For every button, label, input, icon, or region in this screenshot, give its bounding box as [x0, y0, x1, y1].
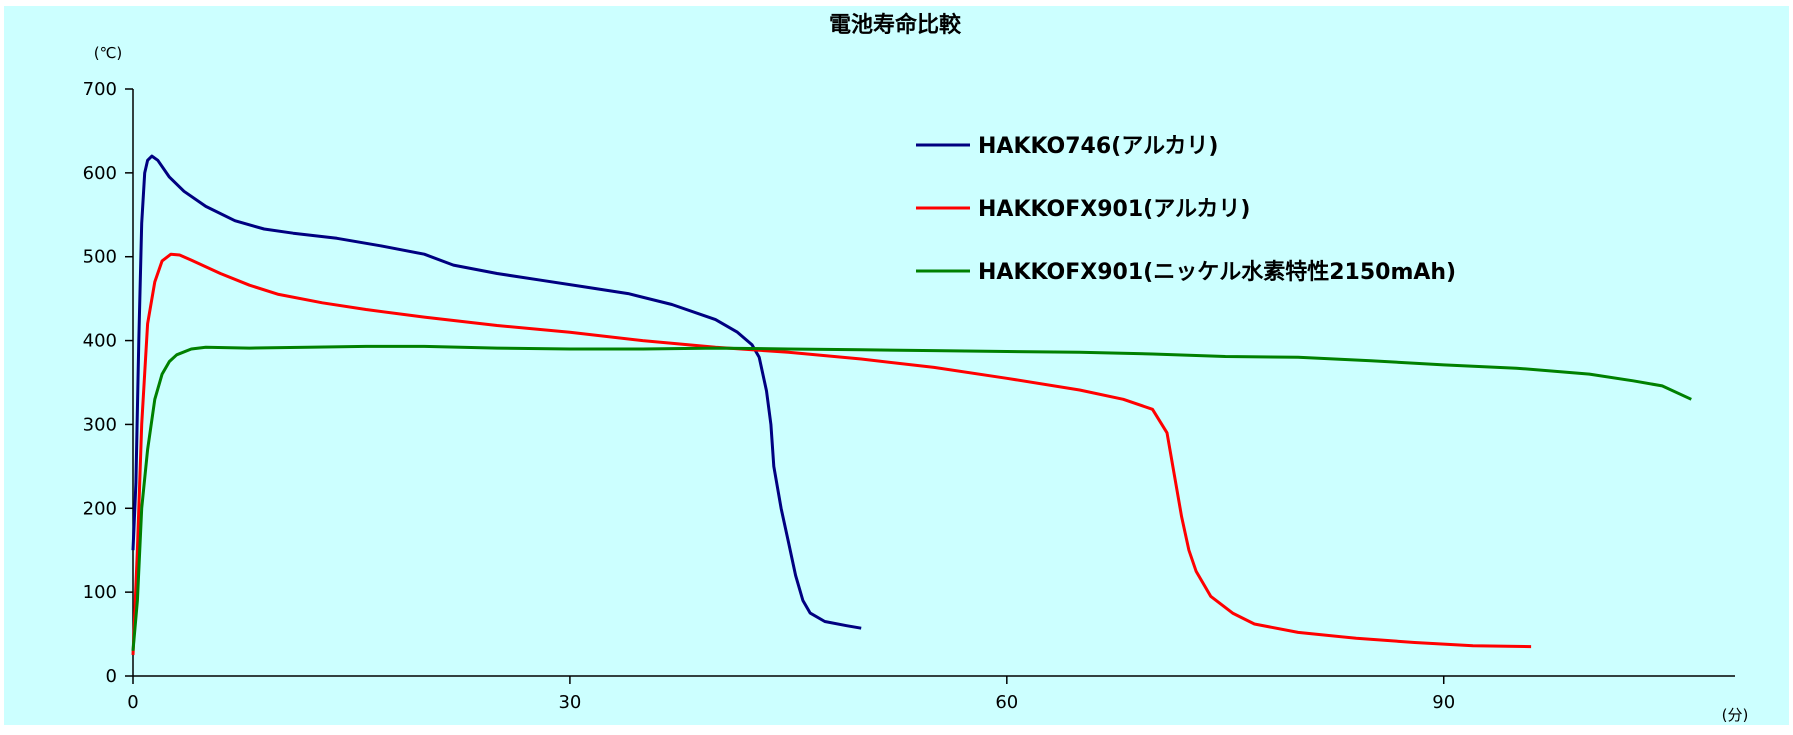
legend-label-1: HAKKO746(アルカリ): [978, 134, 1218, 159]
y-tick-label: 0: [106, 666, 117, 687]
y-tick-label: 400: [83, 331, 117, 352]
y-tick-label: 600: [83, 163, 117, 184]
x-axis-unit-label: (分): [1722, 706, 1749, 724]
series-line-3: [131, 344, 1692, 651]
legend-label-2: HAKKOFX901(アルカリ): [978, 197, 1250, 222]
y-tick-label: 500: [83, 247, 117, 268]
y-tick-label: 300: [83, 414, 117, 435]
x-tick-label: 90: [1432, 692, 1455, 713]
x-tick-label: 0: [127, 692, 138, 713]
x-tick-label: 30: [558, 692, 581, 713]
y-axis-unit-label: (℃): [94, 44, 123, 62]
y-tick-label: 200: [83, 498, 117, 519]
axes: 0 100 200 300 400 500 600 700 0 30 60 90: [83, 79, 1735, 713]
legend-label-3: HAKKOFX901(ニッケル水素特性2150mAh): [978, 259, 1456, 285]
legend: HAKKO746(アルカリ) HAKKOFX901(アルカリ) HAKKOFX901…: [916, 134, 1456, 285]
y-tick-label: 700: [83, 79, 117, 100]
chart-background: [4, 6, 1789, 725]
series-line-2: [131, 252, 1532, 656]
chart-title: 電池寿命比較: [829, 12, 962, 38]
series-group: [131, 154, 1692, 656]
x-tick-label: 60: [995, 692, 1018, 713]
series-line-1: [131, 154, 862, 630]
y-tick-label: 100: [83, 582, 117, 603]
